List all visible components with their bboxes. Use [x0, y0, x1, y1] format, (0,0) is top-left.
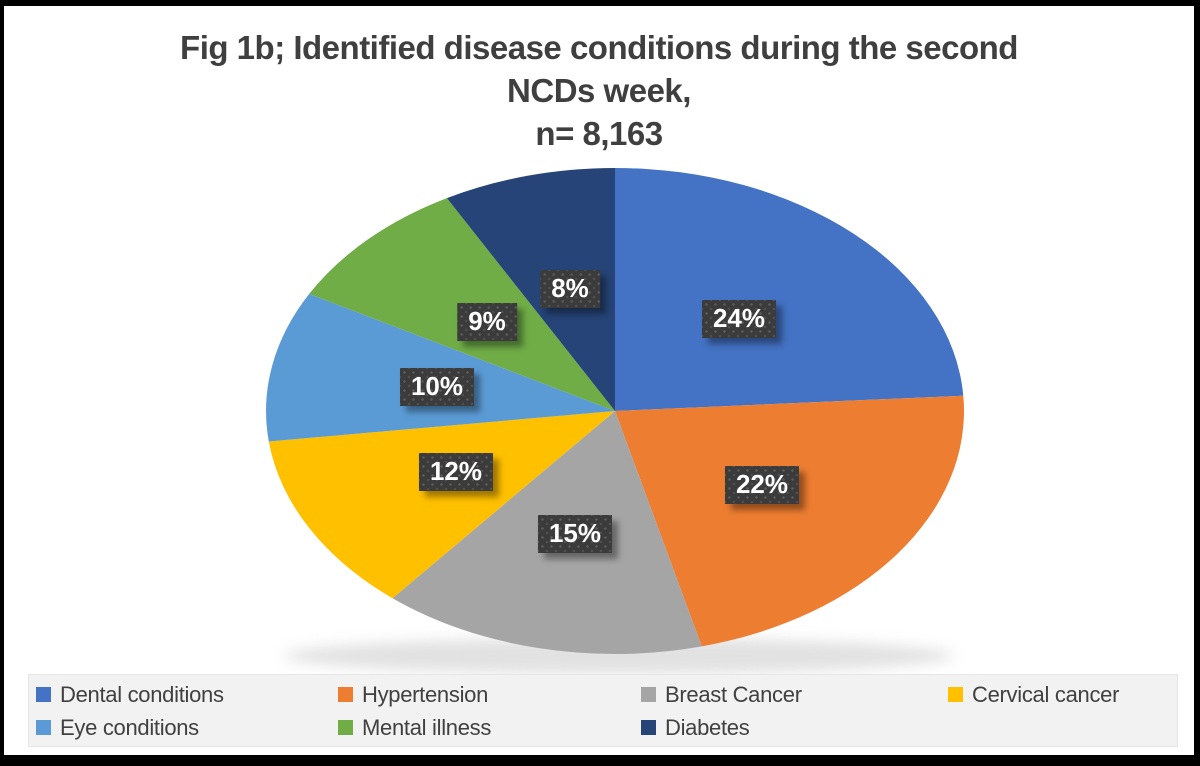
- legend-label: Mental illness: [362, 714, 492, 740]
- legend-label: Hypertension: [362, 681, 489, 707]
- pie-chart: [266, 168, 964, 674]
- chart-title: Fig 1b; Identified disease conditions du…: [4, 26, 1194, 155]
- legend-label: Breast Cancer: [665, 681, 802, 707]
- legend-item-diabetes: Diabetes: [641, 715, 948, 741]
- data-label-hypertension: 22%: [725, 466, 799, 504]
- legend-swatch-diabetes: [641, 720, 656, 735]
- data-label-diabetes: 8%: [540, 270, 600, 308]
- legend-swatch-dental-conditions: [36, 687, 51, 702]
- pie-slice-diabetes: [446, 168, 615, 411]
- pie-slices: [266, 168, 964, 655]
- legend-item-cervical-cancer: Cervical cancer: [948, 682, 1177, 708]
- pie-slice-breast-cancer: [392, 411, 702, 655]
- pie-shadow: [284, 638, 954, 674]
- legend-item-breast-cancer: Breast Cancer: [641, 682, 948, 708]
- data-label-dental-conditions: 24%: [702, 300, 776, 338]
- legend-row-2: Eye conditions Mental illness Diabetes: [29, 711, 1177, 744]
- pie-slice-mental-illness: [309, 198, 615, 411]
- title-line-1: Fig 1b; Identified disease conditions du…: [180, 29, 1018, 66]
- pie-slice-eye-conditions: [266, 293, 615, 442]
- legend-swatch-hypertension: [338, 687, 353, 702]
- legend-swatch-breast-cancer: [641, 687, 656, 702]
- legend-swatch-cervical-cancer: [948, 687, 963, 702]
- legend-swatch-mental-illness: [338, 720, 353, 735]
- legend: Dental conditions Hypertension Breast Canc…: [28, 674, 1178, 747]
- legend-label: Diabetes: [665, 714, 750, 740]
- pie-slice-dental-conditions: [615, 168, 964, 411]
- data-label-eye-conditions: 10%: [400, 368, 474, 406]
- legend-item-dental-conditions: Dental conditions: [36, 682, 338, 708]
- legend-label: Eye conditions: [60, 714, 199, 740]
- legend-label: Cervical cancer: [972, 681, 1120, 707]
- pie-slice-hypertension: [615, 395, 964, 647]
- title-line-3: n= 8,163: [535, 115, 663, 152]
- legend-item-mental-illness: Mental illness: [338, 715, 641, 741]
- slice-labels: 24% 22% 15% 12% 10% 9% 8%: [4, 6, 1194, 755]
- data-label-cervical-cancer: 12%: [419, 453, 493, 491]
- legend-item-hypertension: Hypertension: [338, 682, 641, 708]
- legend-label: Dental conditions: [60, 681, 224, 707]
- legend-swatch-eye-conditions: [36, 720, 51, 735]
- pie-slice-cervical-cancer: [268, 411, 615, 599]
- data-label-breast-cancer: 15%: [538, 515, 612, 553]
- legend-item-eye-conditions: Eye conditions: [36, 715, 338, 741]
- data-label-mental-illness: 9%: [457, 303, 517, 341]
- title-line-2: NCDs week,: [507, 72, 691, 109]
- legend-row-1: Dental conditions Hypertension Breast Canc…: [29, 678, 1177, 711]
